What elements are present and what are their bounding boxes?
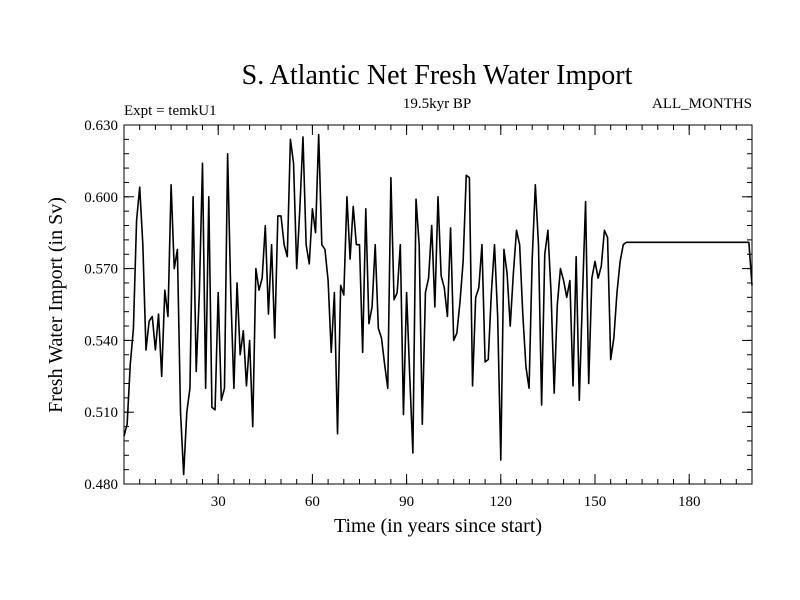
tick-labels: 30 60 90 120 150 180 0.480 0.510 0.540 0.570 0.600… bbox=[84, 118, 700, 510]
x-tick-label: 120 bbox=[490, 494, 513, 510]
chart-subtitle: 19.5kyr BP bbox=[403, 96, 471, 112]
y-tick-label: 0.570 bbox=[84, 262, 118, 278]
y-tick-label: 0.510 bbox=[84, 405, 118, 421]
x-tick-label: 180 bbox=[678, 494, 701, 510]
plot-frame bbox=[123, 124, 753, 485]
x-tick-label: 90 bbox=[399, 494, 414, 510]
annotation-right: ALL_MONTHS bbox=[652, 96, 752, 112]
y-tick-label: 0.480 bbox=[84, 477, 118, 493]
x-tick-label: 60 bbox=[305, 494, 320, 510]
x-tick-label: 150 bbox=[584, 494, 607, 510]
chart-title: S. Atlantic Net Fresh Water Import bbox=[242, 60, 633, 91]
y-axis-label: Fresh Water Import (in Sv) bbox=[45, 197, 67, 413]
annotation-left: Expt = temkU1 bbox=[124, 103, 217, 119]
x-axis-label: Time (in years since start) bbox=[334, 515, 542, 537]
y-tick-label: 0.540 bbox=[84, 333, 118, 349]
x-tick-label: 30 bbox=[211, 494, 226, 510]
y-tick-label: 0.630 bbox=[84, 118, 118, 134]
y-tick-label: 0.600 bbox=[84, 190, 118, 206]
series-line bbox=[123, 133, 753, 476]
